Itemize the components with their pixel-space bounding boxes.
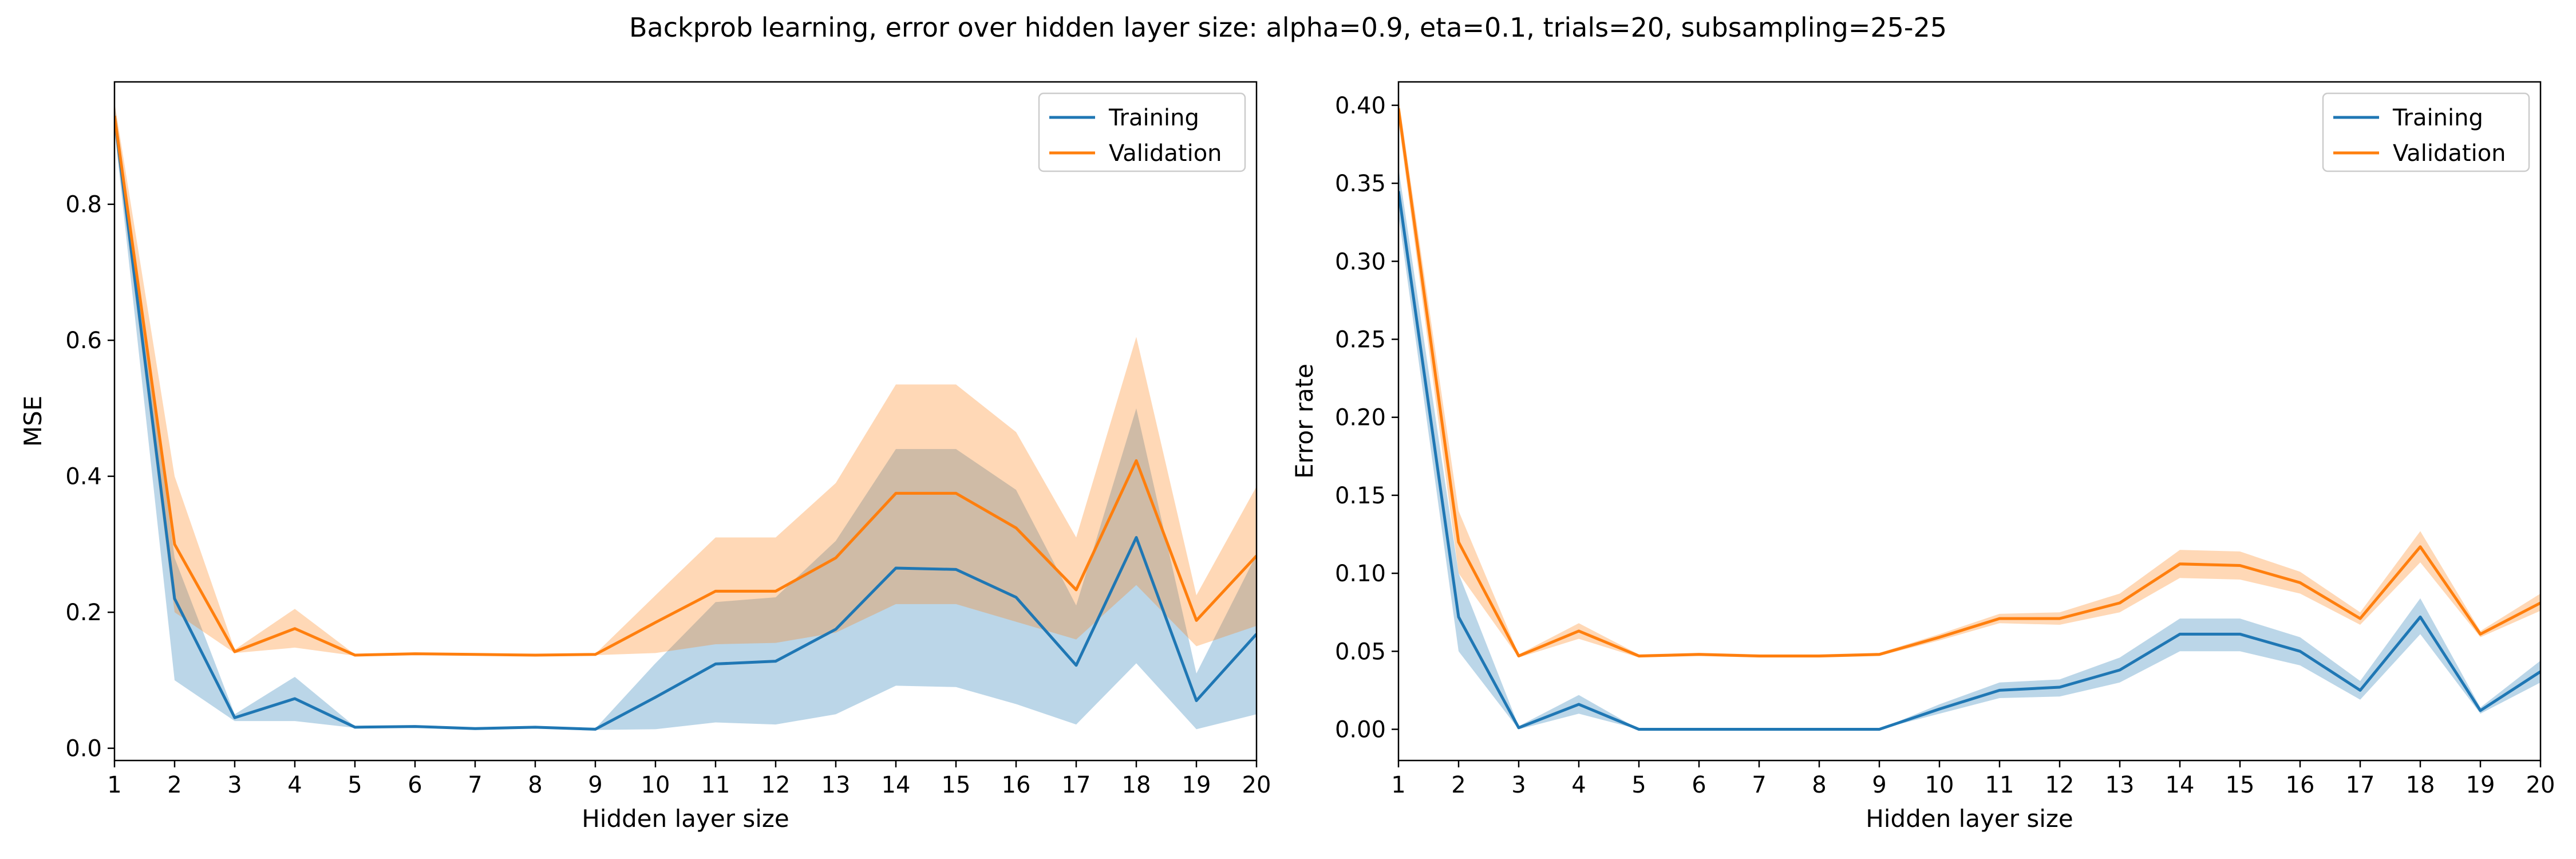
y-tick-label: 0.4 xyxy=(65,464,102,490)
y-tick-label: 0.15 xyxy=(1335,483,1386,509)
figure-title: Backprob learning, error over hidden lay… xyxy=(629,12,1947,43)
y-tick-label: 0.8 xyxy=(65,192,102,218)
x-tick-label: 8 xyxy=(1812,772,1826,798)
x-tick-label: 6 xyxy=(1692,772,1706,798)
x-tick-label: 20 xyxy=(1242,772,1271,798)
x-tick-label: 5 xyxy=(347,772,362,798)
x-tick-label: 4 xyxy=(1571,772,1586,798)
training-legend-label: Training xyxy=(2392,105,2483,131)
x-tick-label: 6 xyxy=(408,772,422,798)
plot-area xyxy=(114,102,1257,731)
legend: Training Validation xyxy=(2322,92,2530,172)
x-tick-label: 12 xyxy=(761,772,791,798)
x-tick-label: 16 xyxy=(2286,772,2315,798)
x-tick-label: 20 xyxy=(2526,772,2555,798)
x-tick-label: 17 xyxy=(1062,772,1091,798)
charts: 1 2 3 4 5 6 7 8 9 10 11 12 13 14 15 16 17 18 19 200.00.20.4… xyxy=(19,81,2555,833)
x-tick-label: 17 xyxy=(2346,772,2375,798)
y-tick-label: 0.30 xyxy=(1335,249,1386,275)
x-tick-label: 11 xyxy=(701,772,730,798)
x-axis-label: Hidden layer size xyxy=(1866,805,2073,833)
y-tick-label: 0.40 xyxy=(1335,93,1386,119)
x-tick-label: 1 xyxy=(1391,772,1405,798)
x-tick-label: 4 xyxy=(287,772,302,798)
training-line xyxy=(114,116,1257,731)
training-legend-label: Training xyxy=(1108,105,1199,131)
legend: Training Validation xyxy=(1038,92,1246,172)
validation-line xyxy=(114,116,1257,657)
x-tick-label: 15 xyxy=(942,772,971,798)
x-tick-label: 3 xyxy=(1511,772,1526,798)
training-band xyxy=(114,102,1257,730)
x-tick-label: 12 xyxy=(2045,772,2075,798)
y-axis-label: Error rate xyxy=(1290,364,1318,479)
x-tick-label: 18 xyxy=(1122,772,1151,798)
x-tick-label: 9 xyxy=(588,772,602,798)
validation-legend-label: Validation xyxy=(1109,140,1222,167)
plot-area xyxy=(1398,97,2541,731)
x-tick-label: 7 xyxy=(468,772,482,798)
x-tick-label: 2 xyxy=(167,772,181,798)
axes-frame xyxy=(1397,81,2542,762)
validation-line xyxy=(1398,108,2541,657)
y-tick-label: 0.6 xyxy=(65,328,102,354)
chart-panel-2: 1 2 3 4 5 6 7 8 9 10 11 12 13 14 15 16 17 18 19 200.000.050… xyxy=(1290,81,2555,833)
axes-frame xyxy=(113,81,1258,762)
x-tick-label: 2 xyxy=(1451,772,1465,798)
y-tick-label: 0.0 xyxy=(65,736,102,762)
x-tick-label: 14 xyxy=(882,772,911,798)
x-tick-label: 18 xyxy=(2406,772,2435,798)
x-tick-label: 11 xyxy=(1985,772,2014,798)
y-tick-label: 0.00 xyxy=(1335,717,1386,743)
y-tick-label: 0.05 xyxy=(1335,639,1386,665)
x-tick-label: 15 xyxy=(2226,772,2255,798)
x-tick-label: 19 xyxy=(1182,772,1211,798)
y-tick-label: 0.35 xyxy=(1335,171,1386,197)
x-tick-label: 5 xyxy=(1631,772,1646,798)
y-tick-label: 0.20 xyxy=(1335,405,1386,431)
x-tick-label: 10 xyxy=(1925,772,1954,798)
y-tick-label: 0.2 xyxy=(65,600,102,626)
y-tick-label: 0.25 xyxy=(1335,326,1386,353)
x-tick-label: 14 xyxy=(2166,772,2195,798)
x-tick-label: 7 xyxy=(1752,772,1766,798)
x-axis-label: Hidden layer size xyxy=(582,805,789,833)
x-tick-label: 8 xyxy=(528,772,542,798)
y-axis-label: MSE xyxy=(19,396,47,447)
x-tick-label: 1 xyxy=(107,772,121,798)
x-tick-label: 10 xyxy=(641,772,670,798)
y-tick-label: 0.10 xyxy=(1335,561,1386,587)
x-tick-label: 19 xyxy=(2466,772,2495,798)
x-tick-label: 3 xyxy=(227,772,242,798)
x-tick-label: 13 xyxy=(2105,772,2135,798)
training-line xyxy=(1398,191,2541,731)
x-tick-label: 16 xyxy=(1002,772,1031,798)
validation-legend-label: Validation xyxy=(2393,140,2506,167)
validation-band xyxy=(114,102,1257,656)
x-tick-label: 13 xyxy=(821,772,851,798)
chart-panel-1: 1 2 3 4 5 6 7 8 9 10 11 12 13 14 15 16 17 18 19 200.00.20.4… xyxy=(19,81,1271,833)
x-tick-label: 9 xyxy=(1872,772,1886,798)
